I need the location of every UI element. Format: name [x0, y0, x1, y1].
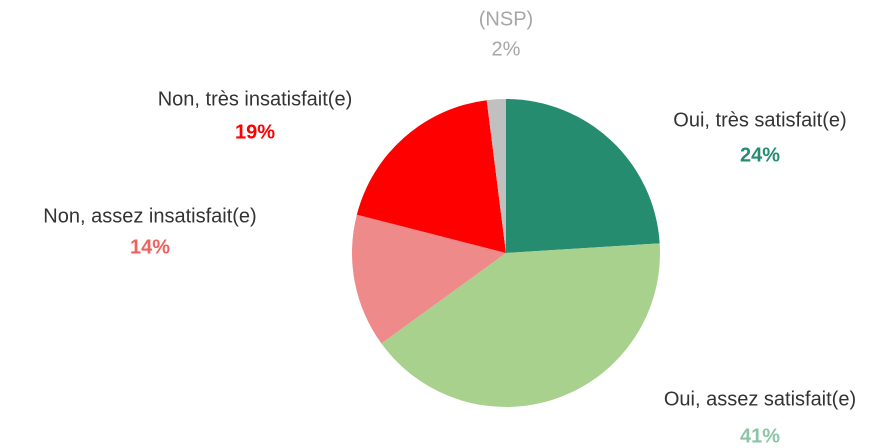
- slice-value-label: 2%: [492, 38, 521, 60]
- pie-slice: [351, 214, 506, 344]
- slice-name: (NSP): [479, 8, 533, 30]
- slice-value-label: 41%: [740, 425, 780, 447]
- pie-slice: [486, 99, 506, 253]
- slice-name: Non, assez insatisfait(e): [43, 205, 256, 227]
- pie-slice: [356, 100, 506, 254]
- slice-name: Non, très insatisfait(e): [158, 88, 353, 110]
- pie-slice: [381, 243, 660, 407]
- slice-name: Oui, assez satisfait(e): [664, 388, 856, 410]
- pie-slice: [506, 99, 660, 253]
- slice-value-label: 14%: [130, 236, 170, 258]
- slice-name: Oui, très satisfait(e): [673, 109, 846, 131]
- slice-value-label: 19%: [235, 121, 275, 143]
- slice-value-label: 24%: [740, 144, 780, 166]
